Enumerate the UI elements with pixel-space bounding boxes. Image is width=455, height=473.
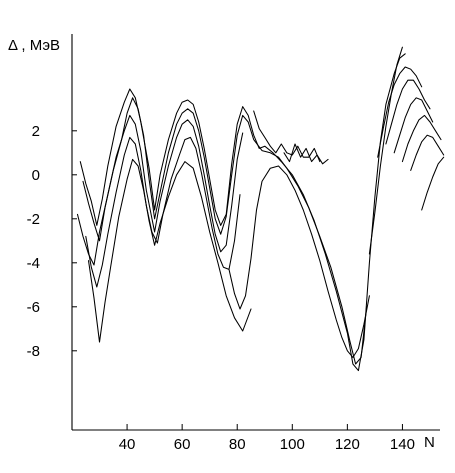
axes [71, 34, 440, 431]
series-line-2 [82, 97, 368, 365]
series-line-10 [377, 66, 423, 158]
series-line-7 [253, 110, 321, 163]
series-line-8 [283, 143, 329, 165]
x-axis-label: N [424, 434, 435, 451]
series-line-12 [393, 97, 434, 154]
series-line-5 [87, 158, 252, 343]
x-tick-label: 140 [390, 436, 415, 453]
y-tick-label: -8 [27, 343, 40, 360]
x-tick-label: 60 [174, 436, 191, 453]
curves [76, 46, 445, 372]
y-tick-label: 2 [32, 123, 40, 140]
labels: Δ , МэВ N [8, 37, 435, 451]
series-line-1 [79, 53, 406, 372]
series-line-9 [368, 46, 403, 255]
y-tick-label: -6 [27, 299, 40, 316]
series-line-6 [228, 165, 370, 358]
series-line-14 [410, 134, 445, 171]
ticks: 40 60 80 100 120 140 2 0 -2 -4 -6 -8 [27, 123, 415, 453]
y-axis-label: Δ , МэВ [8, 37, 60, 54]
x-tick-label: 100 [280, 436, 305, 453]
y-tick-label: -4 [27, 255, 40, 272]
series-line-11 [385, 79, 431, 145]
series-line-13 [401, 114, 442, 163]
x-tick-label: 40 [119, 436, 136, 453]
series-line-15 [421, 156, 445, 211]
x-tick-label: 120 [335, 436, 360, 453]
x-tick-label: 80 [229, 436, 246, 453]
y-tick-label: 0 [32, 167, 40, 184]
y-tick-label: -2 [27, 211, 40, 228]
series-line-3 [76, 114, 244, 266]
